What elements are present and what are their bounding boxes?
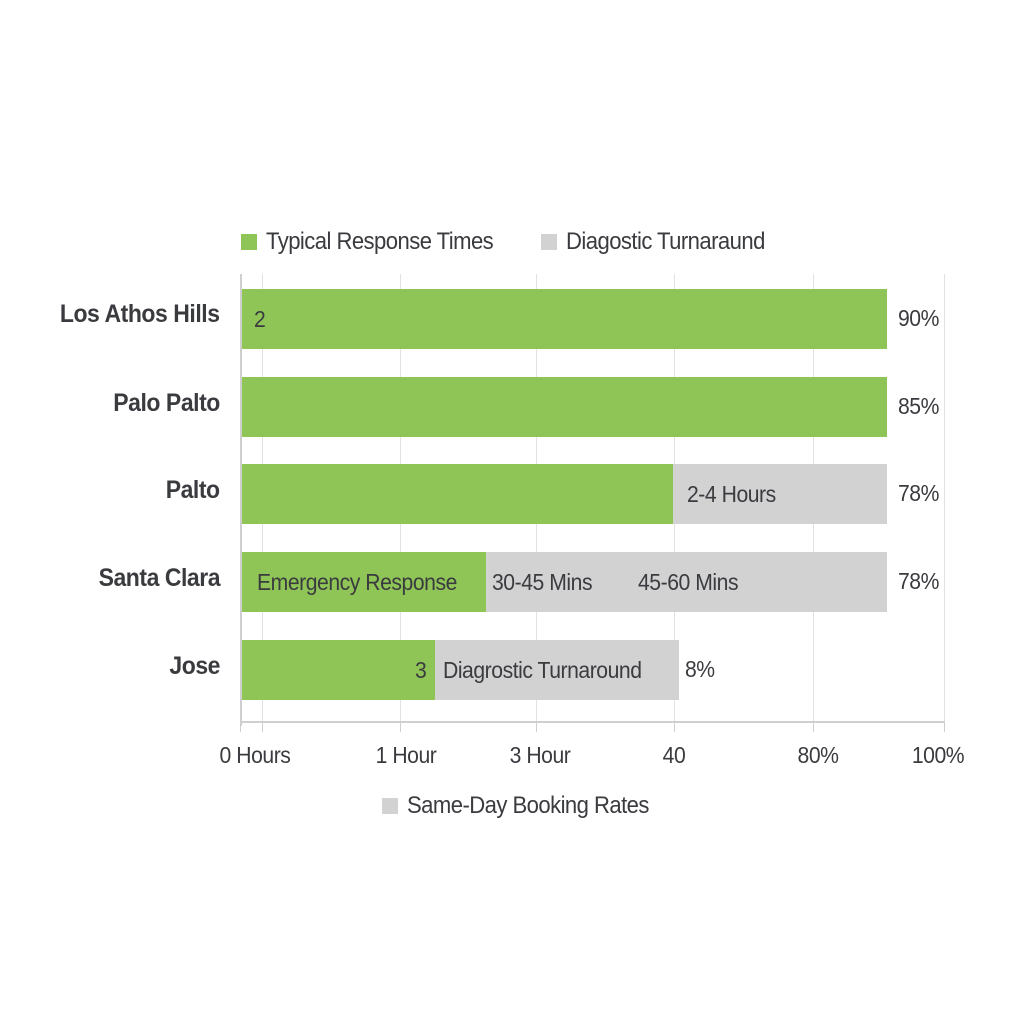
bar-santa-clara[interactable]: Emergency Response 30-45 Mins 45-60 Mins — [242, 552, 887, 612]
bar-segment-green[interactable] — [242, 464, 673, 524]
bar-palo-palto[interactable] — [242, 377, 887, 437]
legend-label: Typical Response Times — [266, 228, 494, 255]
bar-segment-green[interactable]: 3 — [242, 640, 435, 700]
x-tick-label: 0 Hours — [219, 742, 291, 768]
bar-value-label: 3 — [414, 656, 427, 683]
bar-end-label: 90% — [898, 305, 939, 331]
gridline — [944, 274, 945, 724]
bar-segment-gray[interactable]: 30-45 Mins 45-60 Mins — [486, 552, 887, 612]
bar-end-label: 85% — [898, 393, 939, 419]
x-tick-mark — [536, 722, 537, 732]
x-tick-label: 80% — [797, 742, 839, 768]
bar-segment-gray[interactable]: Diagrostic Turnaround — [435, 640, 679, 700]
bar-segment-green[interactable]: 2 — [242, 289, 887, 349]
x-tick-label: 3 Hour — [509, 742, 571, 768]
legend-swatch-gray-icon — [382, 798, 398, 814]
x-tick-mark — [674, 722, 675, 732]
bar-jose[interactable]: 3 Diagrostic Turnaround — [242, 640, 679, 700]
category-label: Los Athos Hills — [60, 300, 220, 328]
x-tick-mark — [813, 722, 814, 732]
bar-los-athos-hills[interactable]: 2 — [242, 289, 887, 349]
legend-label: Diagostic Turnaraund — [565, 228, 765, 255]
x-tick-label: 100% — [911, 742, 965, 768]
bar-value-label: 2-4 Hours — [687, 480, 776, 507]
legend-top: Typical Response Times Diagostic Turnara… — [241, 226, 804, 258]
x-tick-mark — [400, 722, 401, 732]
bar-value-label: Emergency Response — [257, 568, 457, 595]
y-axis-line — [240, 274, 242, 726]
legend-item-typical-response[interactable]: Typical Response Times — [241, 228, 513, 256]
x-tick-label: 1 Hour — [375, 742, 437, 768]
bar-end-label: 78% — [898, 568, 939, 594]
legend-swatch-gray-icon — [540, 234, 557, 250]
bar-end-label: 8% — [685, 656, 715, 682]
category-label: Palo Palto — [113, 389, 220, 417]
legend-item-same-day-booking[interactable]: Same-Day Booking Rates — [382, 792, 670, 820]
category-label: Jose — [169, 652, 220, 680]
x-tick-mark — [240, 722, 241, 732]
bar-value-label: 2 — [254, 305, 266, 332]
x-axis-line — [240, 721, 945, 723]
bar-value-label: 45-60 Mins — [638, 568, 739, 595]
legend-label: Same-Day Booking Rates — [407, 792, 649, 819]
bar-segment-gray[interactable]: 2-4 Hours — [673, 464, 887, 524]
bar-value-label: 30-45 Mins — [492, 568, 593, 595]
category-label: Palto — [166, 476, 220, 504]
legend-swatch-green-icon — [241, 234, 257, 250]
x-tick-mark — [262, 722, 263, 732]
category-label: Santa Clara — [98, 564, 221, 592]
x-tick-label: 40 — [662, 742, 686, 768]
bar-end-label: 78% — [898, 480, 939, 506]
bar-palto[interactable]: 2-4 Hours — [242, 464, 887, 524]
bar-value-label: Diagrostic Turnaround — [443, 656, 642, 683]
legend-bottom: Same-Day Booking Rates — [382, 792, 692, 820]
legend-item-diagnostic-turnaround[interactable]: Diagostic Turnaraund — [540, 228, 782, 256]
x-tick-mark — [944, 722, 945, 732]
bar-segment-green[interactable] — [242, 377, 887, 437]
bar-segment-green[interactable]: Emergency Response — [242, 552, 486, 612]
